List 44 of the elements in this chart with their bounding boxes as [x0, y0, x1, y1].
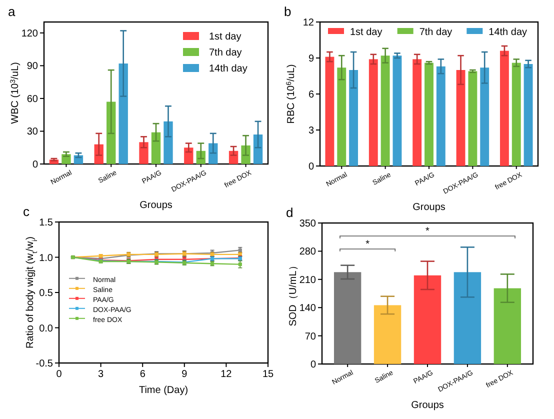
y-tick-label: 3 — [308, 126, 314, 136]
chart-title: d — [286, 205, 294, 220]
y-tick-label: 0 — [32, 160, 38, 170]
annotation: * — [426, 226, 430, 237]
y-tick-label: 350 — [299, 218, 316, 230]
y-tick-label: 1.5 — [39, 218, 54, 228]
y-axis-title: SOD（U/mL） — [288, 260, 299, 326]
y-tick-label: 280 — [299, 246, 316, 258]
x-tick-label: 6 — [140, 369, 146, 380]
x-tick-label: 0 — [56, 369, 62, 380]
y-tick-label: 1.0 — [39, 252, 54, 264]
x-tick-label: 12 — [220, 369, 232, 380]
legend-label: 7th day — [209, 48, 242, 58]
y-tick-label: 0 — [308, 162, 314, 172]
annotation: * — [366, 239, 370, 250]
y-tick-label: 0.0 — [39, 323, 54, 334]
y-tick-label: 90 — [26, 61, 38, 72]
x-axis-title: Groups — [411, 400, 444, 411]
y-tick-label: 30 — [26, 126, 38, 138]
y-tick-label: 120 — [21, 28, 38, 40]
x-axis-title: Groups — [140, 200, 172, 211]
legend-label: 1st day — [209, 32, 242, 42]
y-tick-label: -0.5 — [36, 358, 54, 370]
y-tick-label: 210 — [299, 274, 316, 286]
legend-label: 1st day — [350, 27, 382, 38]
x-tick-label: 3 — [98, 369, 104, 380]
chart-title: b — [284, 4, 292, 19]
x-tick-label: 15 — [262, 369, 274, 380]
y-tick-label: 0.5 — [39, 288, 54, 299]
x-tick-label: 9 — [182, 369, 188, 380]
legend-label: 14th day — [209, 64, 248, 74]
y-tick-label: 0 — [310, 360, 316, 370]
y-tick-label: 140 — [299, 303, 316, 314]
x-axis-title: Time (Day) — [138, 385, 188, 396]
legend-label: 7th day — [419, 27, 452, 38]
legend-label: 14th day — [488, 27, 528, 38]
chart-title: a — [8, 4, 16, 19]
y-tick-label: 9 — [308, 54, 314, 64]
y-tick-label: 60 — [26, 94, 38, 105]
chart-title: c — [23, 204, 30, 219]
y-tick-label: 12 — [302, 18, 314, 28]
x-axis-title: Groups — [412, 202, 446, 213]
y-tick-label: 6 — [308, 90, 314, 100]
y-tick-label: 70 — [304, 331, 316, 342]
